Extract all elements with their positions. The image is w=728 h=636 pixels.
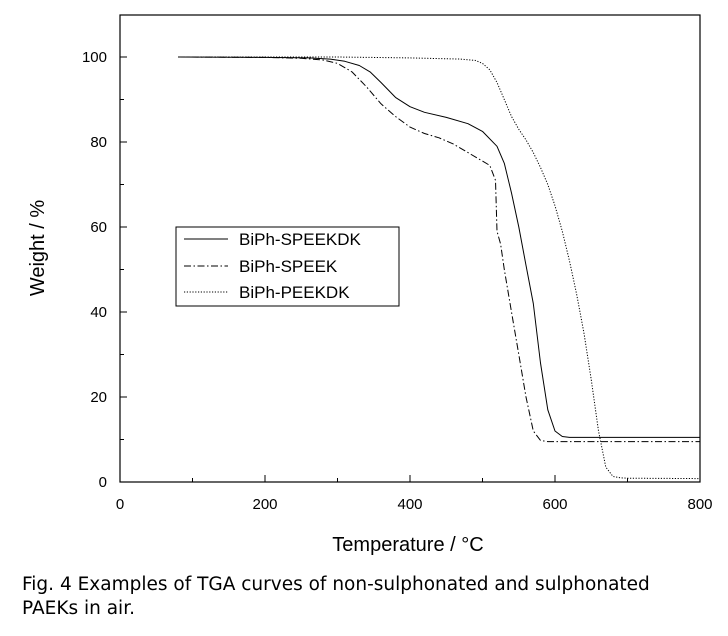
y-tick-label-4: 80 xyxy=(90,134,107,151)
tga-chart: 0 200 400 600 800 0 20 40 60 80 100 Temperature /… xyxy=(27,14,713,556)
x-axis-label: Temperature / °C xyxy=(332,534,483,556)
x-axis-ticks: 0 200 400 600 800 xyxy=(116,475,713,513)
y-tick-label-5: 100 xyxy=(82,49,107,66)
legend-label-2: BiPh-PEEKDK xyxy=(239,283,350,302)
x-tick-label-0: 0 xyxy=(116,496,124,513)
y-tick-label-3: 60 xyxy=(90,219,107,236)
legend-label-0: BiPh-SPEEKDK xyxy=(239,230,362,249)
y-tick-label-1: 20 xyxy=(90,389,107,406)
series-line-2 xyxy=(178,56,701,480)
legend-label-1: BiPh-SPEEK xyxy=(239,257,338,276)
legend: BiPh-SPEEKDK BiPh-SPEEK BiPh-PEEKDK xyxy=(175,226,400,307)
x-tick-label-1: 200 xyxy=(252,496,277,513)
caption-line-2: PAEKs in air. xyxy=(22,598,135,619)
y-tick-label-0: 0 xyxy=(99,474,107,491)
x-tick-label-2: 400 xyxy=(397,496,422,513)
y-axis-label: Weight / % xyxy=(27,200,49,297)
series-line-0 xyxy=(177,56,700,438)
y-axis-ticks: 0 20 40 60 80 100 xyxy=(82,49,127,491)
series-line-1 xyxy=(177,56,700,443)
caption-line-1: Fig. 4 Examples of TGA curves of non-sul… xyxy=(22,574,650,595)
x-tick-label-4: 800 xyxy=(687,496,712,513)
y-tick-label-2: 40 xyxy=(90,304,107,321)
x-tick-label-3: 600 xyxy=(542,496,567,513)
series-lines xyxy=(177,56,701,480)
figure-caption: Fig. 4 Examples of TGA curves of non-sul… xyxy=(22,573,722,621)
